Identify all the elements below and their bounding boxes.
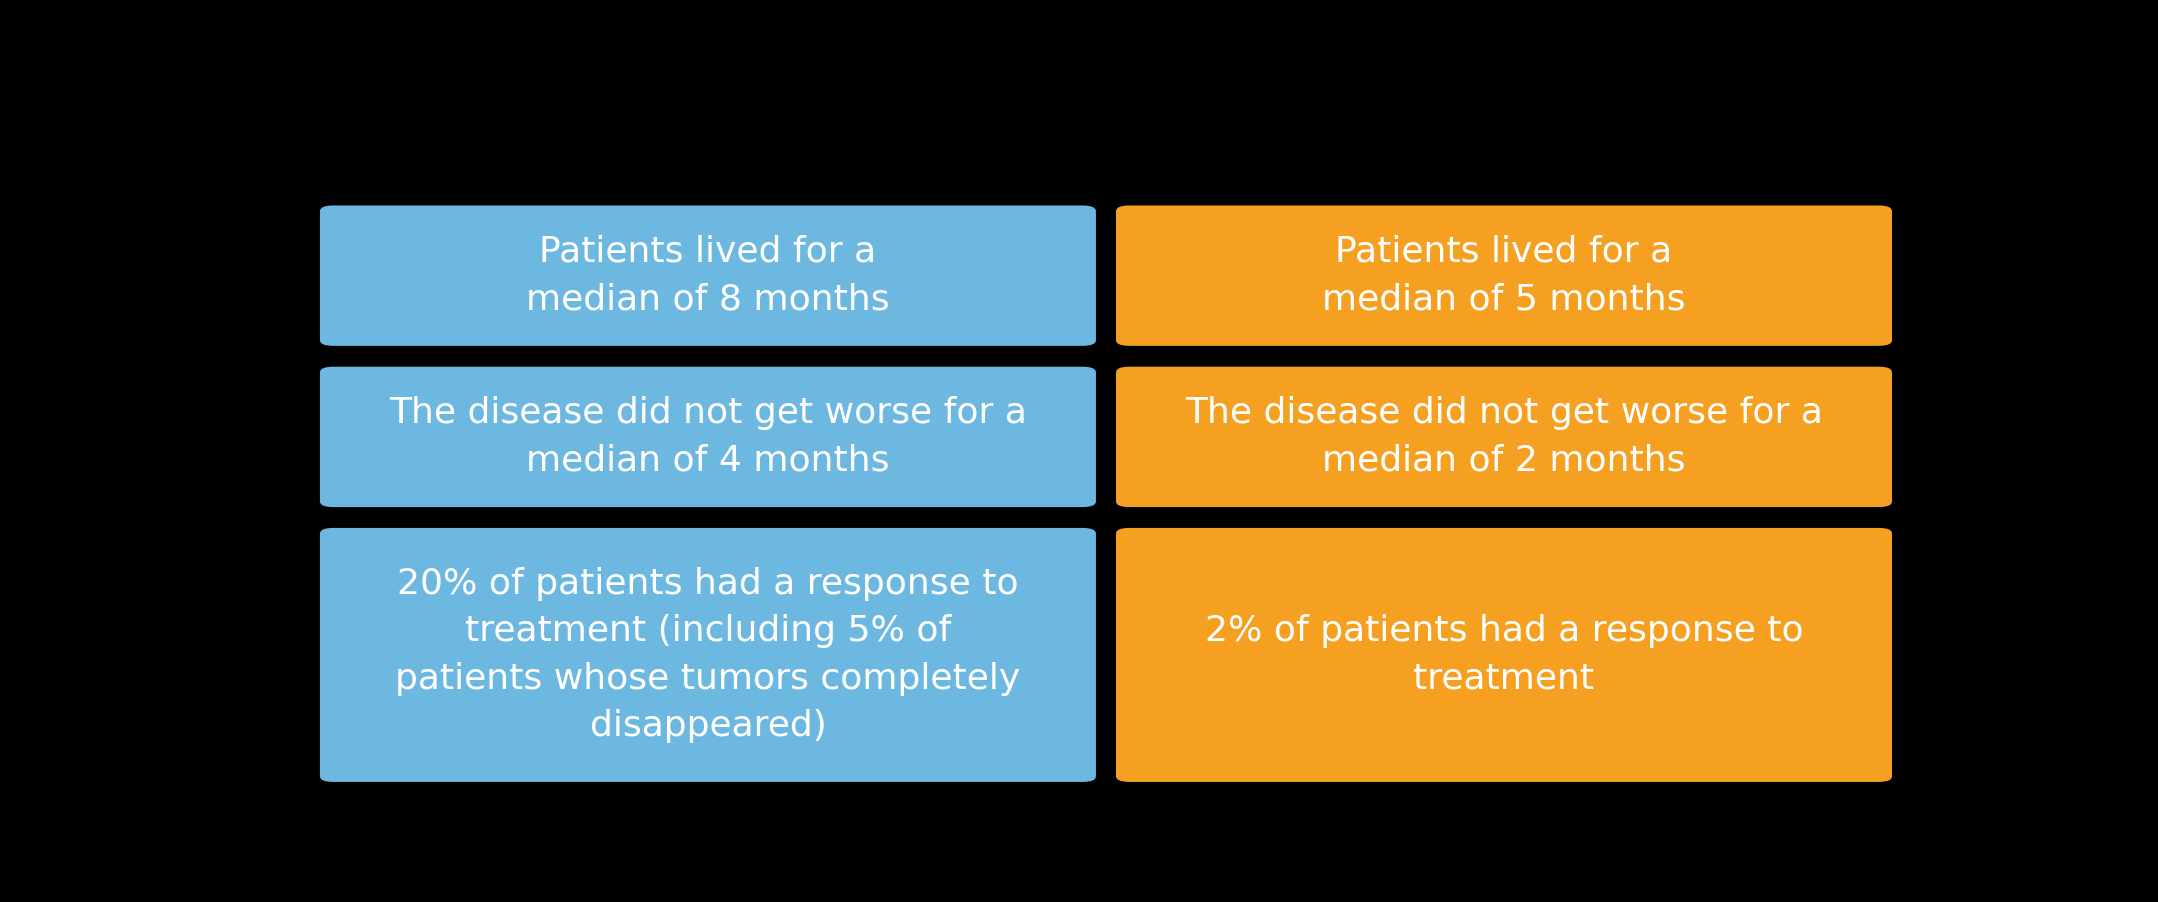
Text: Patients lived for a
median of 8 months: Patients lived for a median of 8 months — [527, 235, 889, 317]
Text: The disease did not get worse for a
median of 4 months: The disease did not get worse for a medi… — [388, 396, 1027, 478]
FancyBboxPatch shape — [319, 528, 1096, 782]
Text: 2% of patients had a response to
treatment: 2% of patients had a response to treatme… — [1204, 614, 1804, 695]
Text: 20% of patients had a response to
treatment (including 5% of
patients whose tumo: 20% of patients had a response to treatm… — [395, 566, 1021, 743]
FancyBboxPatch shape — [1116, 528, 1893, 782]
FancyBboxPatch shape — [1116, 206, 1893, 345]
Text: Patients lived for a
median of 5 months: Patients lived for a median of 5 months — [1323, 235, 1685, 317]
FancyBboxPatch shape — [1116, 367, 1893, 507]
FancyBboxPatch shape — [319, 206, 1096, 345]
FancyBboxPatch shape — [319, 367, 1096, 507]
Text: The disease did not get worse for a
median of 2 months: The disease did not get worse for a medi… — [1185, 396, 1824, 478]
